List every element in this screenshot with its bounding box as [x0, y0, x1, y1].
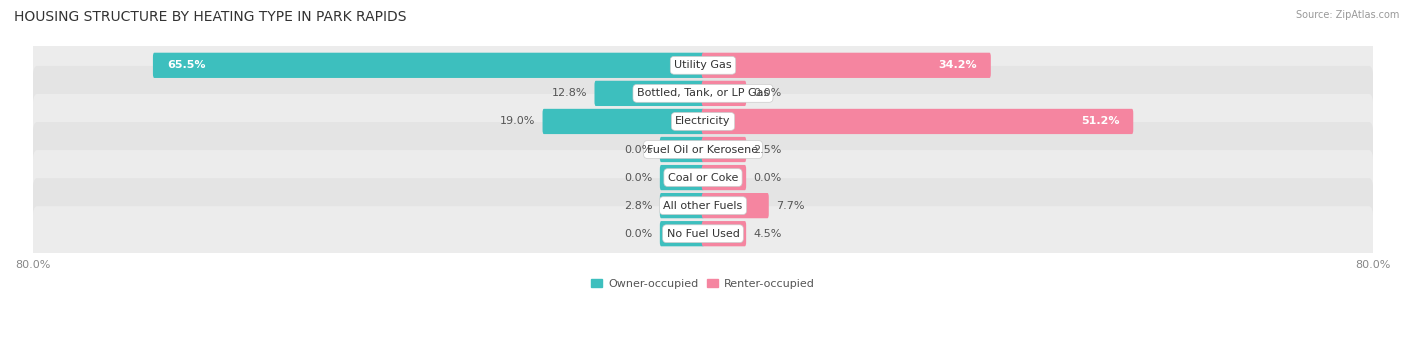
Text: 4.5%: 4.5% [754, 229, 782, 239]
FancyBboxPatch shape [702, 81, 747, 106]
Text: 51.2%: 51.2% [1081, 116, 1119, 127]
Text: 65.5%: 65.5% [167, 60, 205, 70]
Text: 2.5%: 2.5% [754, 145, 782, 154]
Text: 19.0%: 19.0% [501, 116, 536, 127]
FancyBboxPatch shape [659, 193, 704, 218]
Text: 12.8%: 12.8% [553, 88, 588, 99]
Text: Electricity: Electricity [675, 116, 731, 127]
Text: Utility Gas: Utility Gas [675, 60, 731, 70]
FancyBboxPatch shape [595, 81, 704, 106]
FancyBboxPatch shape [32, 66, 1374, 121]
Text: 0.0%: 0.0% [754, 88, 782, 99]
Text: 0.0%: 0.0% [624, 145, 652, 154]
FancyBboxPatch shape [32, 94, 1374, 149]
Text: No Fuel Used: No Fuel Used [666, 229, 740, 239]
FancyBboxPatch shape [543, 109, 704, 134]
FancyBboxPatch shape [659, 165, 704, 190]
Text: Bottled, Tank, or LP Gas: Bottled, Tank, or LP Gas [637, 88, 769, 99]
Text: Source: ZipAtlas.com: Source: ZipAtlas.com [1295, 10, 1399, 20]
FancyBboxPatch shape [659, 221, 704, 246]
FancyBboxPatch shape [32, 122, 1374, 177]
FancyBboxPatch shape [702, 193, 769, 218]
FancyBboxPatch shape [32, 150, 1374, 205]
FancyBboxPatch shape [702, 137, 747, 162]
Text: 34.2%: 34.2% [938, 60, 977, 70]
FancyBboxPatch shape [153, 53, 704, 78]
Text: HOUSING STRUCTURE BY HEATING TYPE IN PARK RAPIDS: HOUSING STRUCTURE BY HEATING TYPE IN PAR… [14, 10, 406, 24]
Text: 2.8%: 2.8% [624, 201, 652, 211]
FancyBboxPatch shape [32, 206, 1374, 261]
Legend: Owner-occupied, Renter-occupied: Owner-occupied, Renter-occupied [586, 275, 820, 294]
Text: 0.0%: 0.0% [754, 173, 782, 182]
Text: Coal or Coke: Coal or Coke [668, 173, 738, 182]
Text: Fuel Oil or Kerosene: Fuel Oil or Kerosene [647, 145, 759, 154]
FancyBboxPatch shape [32, 178, 1374, 233]
Text: 7.7%: 7.7% [776, 201, 804, 211]
FancyBboxPatch shape [702, 221, 747, 246]
Text: 0.0%: 0.0% [624, 173, 652, 182]
FancyBboxPatch shape [659, 137, 704, 162]
FancyBboxPatch shape [702, 53, 991, 78]
FancyBboxPatch shape [702, 109, 1133, 134]
FancyBboxPatch shape [702, 165, 747, 190]
Text: 0.0%: 0.0% [624, 229, 652, 239]
Text: All other Fuels: All other Fuels [664, 201, 742, 211]
FancyBboxPatch shape [32, 38, 1374, 93]
